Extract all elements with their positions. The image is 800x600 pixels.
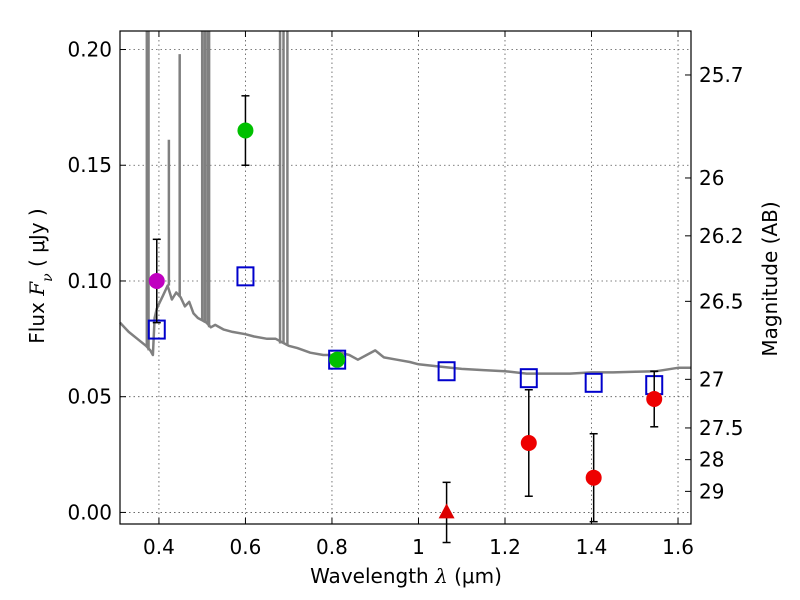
errorbar-layer [152, 95, 659, 544]
y-tick-label: 0.20 [67, 38, 112, 62]
model-phot-square [437, 361, 456, 382]
mag-tick-label: 26.5 [699, 289, 744, 313]
ticks: 0.4 0.6 0.8 1 1.2 1.4 1.6 0.00 0.05 0.10 0.15 0.20 2… [67, 31, 744, 559]
x-tick-label: 1 [412, 535, 425, 559]
y-axis-title: Flux Fν ( μJy ) [25, 208, 56, 343]
plot-frame [119, 30, 692, 525]
y-tick-label: 0.15 [67, 153, 112, 177]
model-phot-square [519, 368, 538, 389]
mag-tick-label: 27.5 [699, 416, 744, 440]
mag-tick-label: 26.2 [699, 224, 744, 248]
observed-point-F606W [237, 122, 254, 139]
x-tick-label: 1.4 [576, 535, 608, 559]
y-tick-label: 0.00 [67, 500, 112, 524]
observed-point-F814W [329, 351, 346, 368]
grid [120, 31, 691, 524]
observed-point-F140W [585, 469, 602, 486]
mag-tick-label: 29 [699, 479, 724, 503]
observed-points-layer [148, 122, 663, 519]
mag-tick-label: 25.7 [699, 63, 744, 87]
x-tick-label: 1.2 [489, 535, 521, 559]
observed-point-F105W [438, 503, 455, 519]
x-axis-title: Wavelength λ (μm) [310, 564, 502, 588]
x-tick-label: 1.6 [662, 535, 694, 559]
mag-tick-label: 27 [699, 367, 724, 391]
model-phot-square [236, 266, 255, 287]
mag-tick-label: 26 [699, 166, 724, 190]
model-sed-layer [119, 31, 691, 375]
x-tick-label: 0.8 [316, 535, 348, 559]
x-tick-label: 0.6 [230, 535, 262, 559]
observed-point-F160W [646, 391, 663, 408]
y2-axis-title: Magnitude (AB) [758, 201, 782, 356]
x-tick-label: 0.4 [143, 535, 175, 559]
y-tick-label: 0.05 [67, 385, 112, 409]
observed-point-F125W [520, 434, 537, 451]
mag-tick-label: 28 [699, 448, 724, 472]
observed-point-F435W [148, 272, 165, 289]
model-phot-square [584, 372, 603, 393]
y-tick-label: 0.10 [67, 269, 112, 293]
